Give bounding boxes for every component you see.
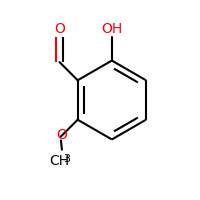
Text: OH: OH [101,22,122,36]
Text: O: O [56,128,67,142]
Text: 3: 3 [63,154,70,164]
Text: CH: CH [49,154,70,168]
Text: O: O [54,22,65,36]
